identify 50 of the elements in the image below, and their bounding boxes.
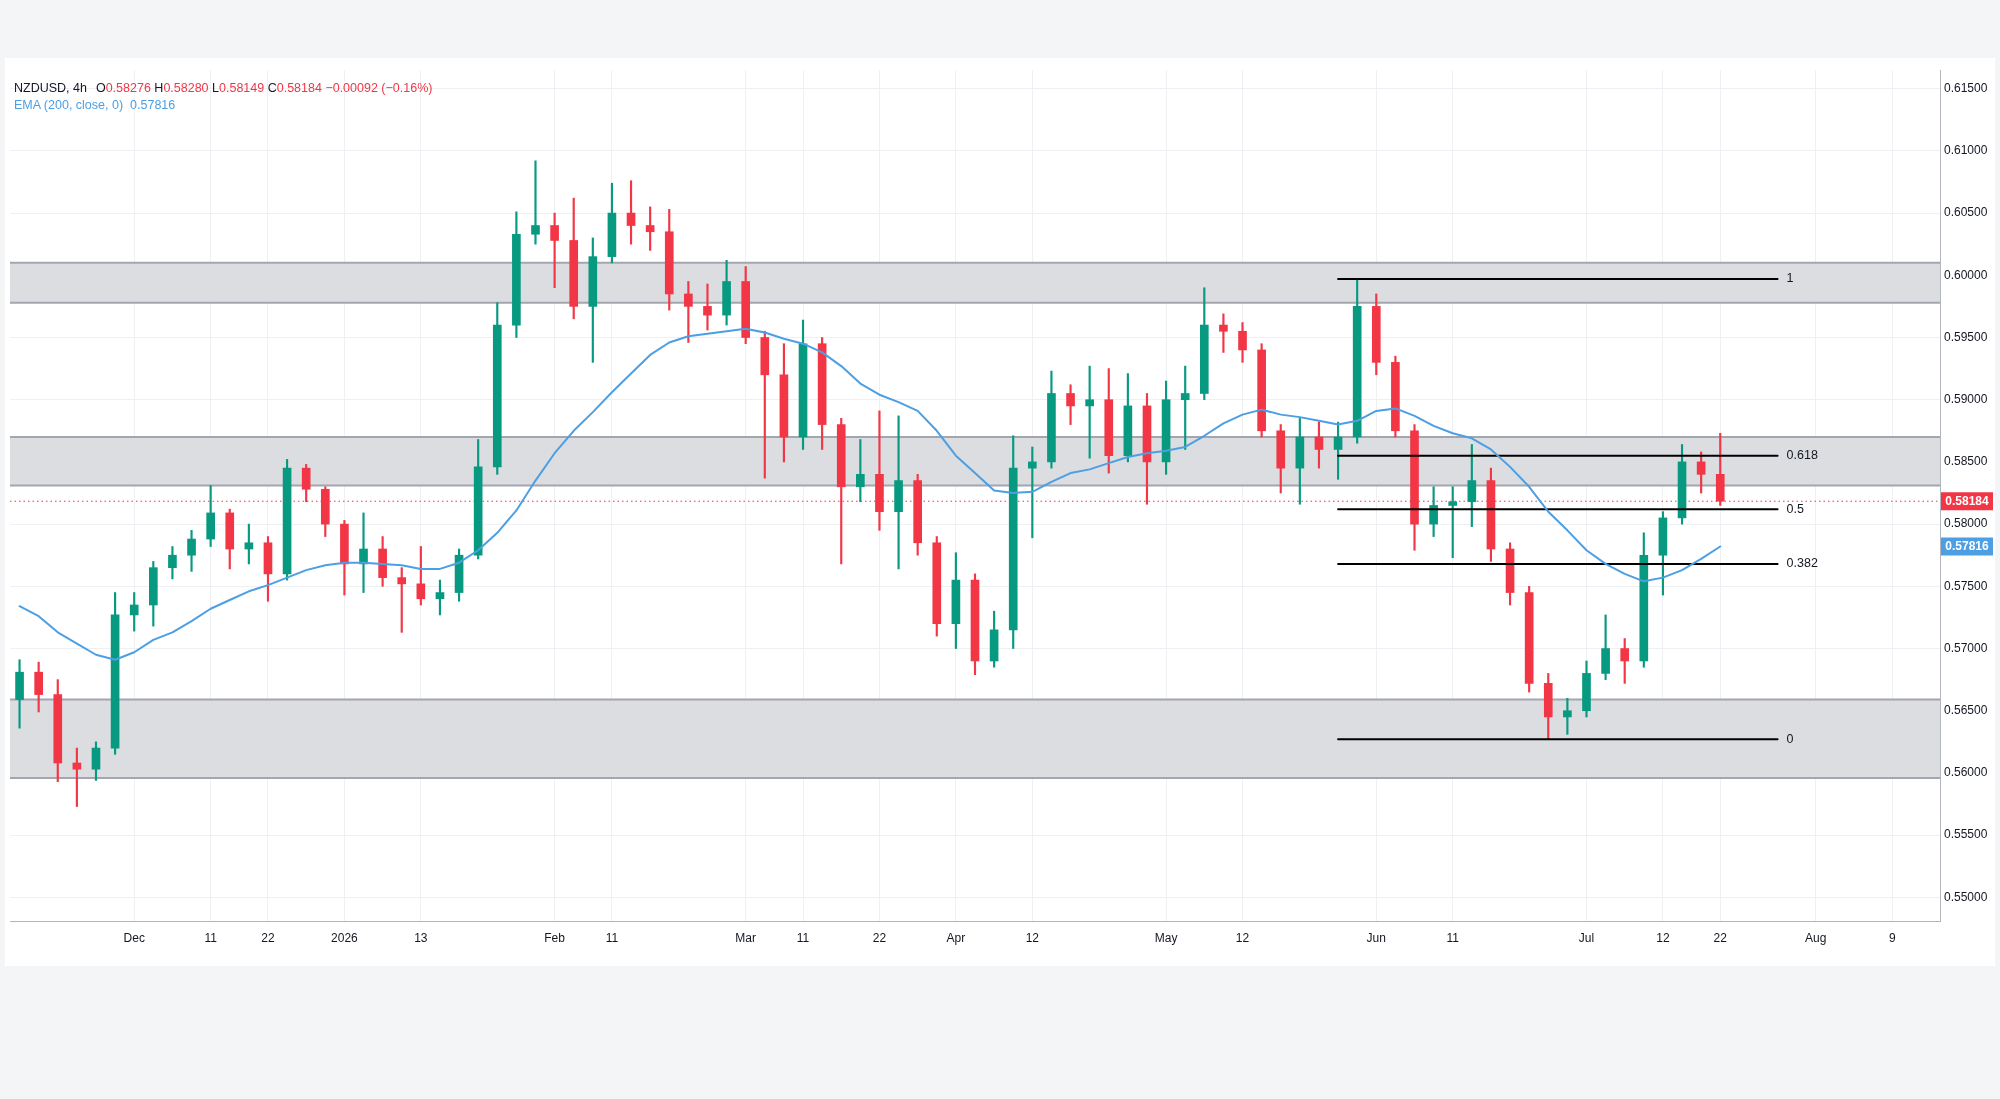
candlestick: [531, 160, 540, 245]
x-tick-label: Jun: [1366, 930, 1386, 945]
x-tick-label: 12: [1656, 930, 1670, 945]
y-tick-label: 0.56500: [1943, 703, 1988, 718]
x-tick-label: 12: [1025, 930, 1040, 945]
series-label: 0: [1786, 731, 1794, 746]
text: NZDUSD, 4h: [14, 81, 87, 95]
y-tick-label: 0.58000: [1943, 516, 1988, 531]
candlestick: [894, 415, 903, 570]
series-label: 0.618: [1786, 448, 1818, 463]
y-tick-label: 0.57000: [1943, 640, 1988, 655]
candlestick: [703, 283, 712, 331]
x-tick-label: May: [1154, 930, 1178, 945]
y-tick-label: 0.55000: [1943, 889, 1988, 904]
text: O0.58276 H0.58280 L0.58149 C0.58184 −0.00092 (−0.16%): [95, 81, 433, 95]
series-label: 1: [1786, 271, 1794, 286]
series-label: 0.382: [1786, 556, 1818, 571]
x-tick-label: Mar: [735, 930, 757, 945]
series-label: 0.5: [1786, 501, 1804, 516]
y-tick-label: 0.60000: [1943, 267, 1988, 282]
y-tick-label: 0.61500: [1943, 80, 1988, 95]
x-tick-label: 9: [1888, 930, 1896, 945]
x-tick-label: 22: [261, 930, 275, 945]
y-tick-label: 0.59500: [1943, 329, 1988, 344]
x-tick-label: 22: [872, 930, 887, 945]
x-tick-label: 12: [1235, 930, 1250, 945]
x-tick-label: 11: [204, 930, 218, 945]
annotation: 0.57816: [130, 98, 176, 112]
text: EMA (200, close, 0): [14, 98, 124, 112]
x-tick-label: 11: [796, 930, 810, 945]
y-tick-label: 0.58500: [1943, 454, 1988, 469]
x-tick-label: 22: [1713, 930, 1728, 945]
x-tick-label: Aug: [1805, 930, 1827, 945]
y-tick-label: 0.60500: [1943, 205, 1988, 220]
x-tick-label: 11: [1446, 930, 1460, 945]
ref-line-label: 0.58184: [1945, 494, 1990, 509]
text: 0.57816: [1945, 539, 1990, 554]
x-tick-label: 13: [414, 930, 428, 945]
y-tick-label: 0.61000: [1943, 143, 1988, 158]
candlestick: [1066, 384, 1075, 425]
y-tick-label: 0.57500: [1943, 578, 1988, 593]
x-tick-label: 2026: [331, 930, 359, 945]
x-tick-label: Feb: [544, 930, 566, 945]
x-tick-label: 11: [605, 930, 619, 945]
y-tick-label: 0.59000: [1943, 392, 1988, 407]
x-tick-label: Apr: [946, 930, 966, 945]
y-tick-label: 0.55500: [1943, 827, 1988, 842]
x-tick-label: Dec: [123, 930, 145, 945]
x-tick-label: Jul: [1578, 930, 1595, 945]
y-tick-label: 0.56000: [1943, 765, 1988, 780]
